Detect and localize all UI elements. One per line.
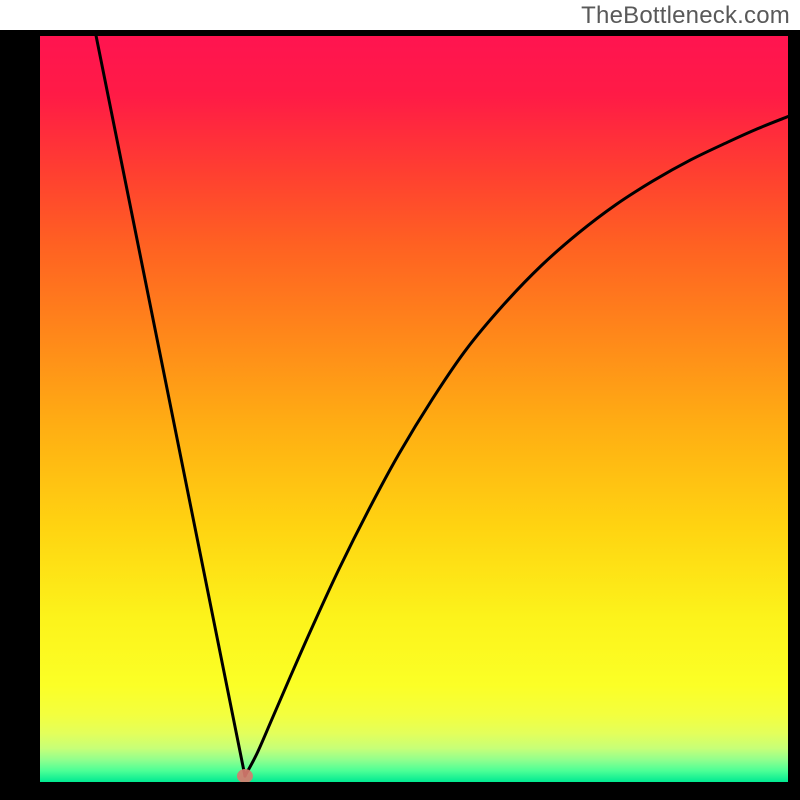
watermark-text: TheBottleneck.com [581,2,790,30]
bottleneck-curve [40,36,788,782]
plot-area [40,36,788,782]
plot-frame [0,30,800,800]
gradient-background [40,36,788,782]
